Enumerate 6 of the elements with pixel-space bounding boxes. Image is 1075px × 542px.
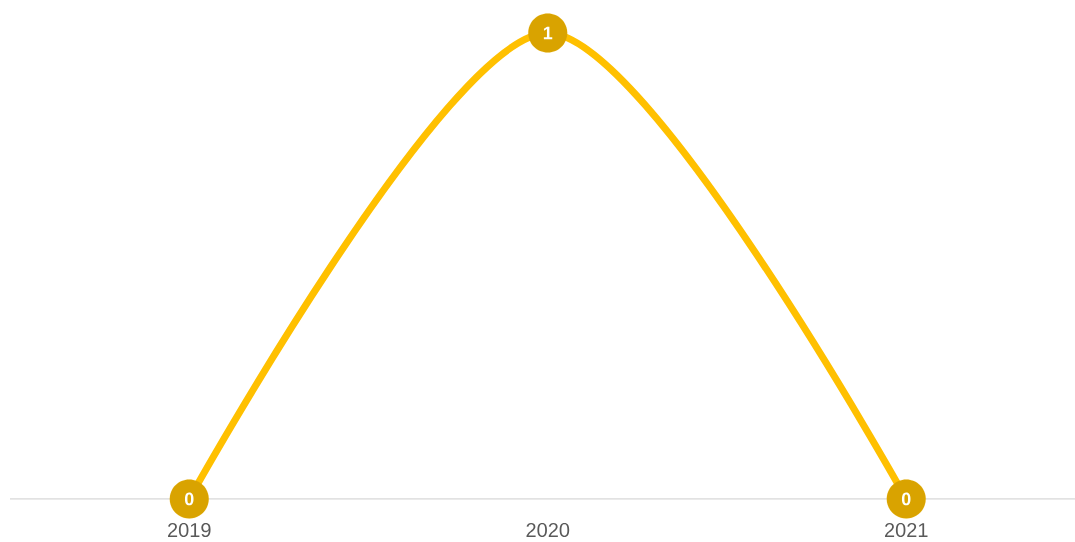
data-label: 1 <box>543 26 553 40</box>
data-label: 0 <box>901 492 911 506</box>
x-tick-label: 2020 <box>526 522 570 538</box>
data-label: 0 <box>184 492 194 506</box>
x-tick-label: 2019 <box>168 522 211 538</box>
x-tick-label: 2021 <box>884 522 928 538</box>
